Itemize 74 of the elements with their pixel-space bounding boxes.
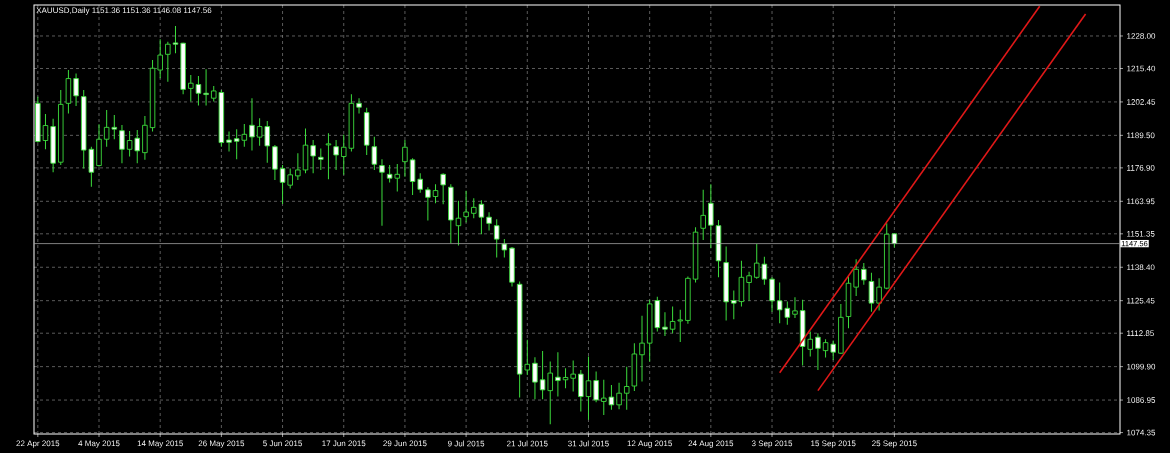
candlestick	[578, 369, 584, 413]
candlestick	[73, 72, 79, 107]
candlestick	[700, 189, 706, 241]
y-tick-label: 1189.50	[1127, 132, 1155, 139]
candlestick	[639, 315, 645, 383]
y-tick-label: 1086.95	[1127, 397, 1156, 403]
candlestick	[585, 356, 592, 421]
candlestick	[876, 277, 882, 312]
candlestick	[708, 183, 714, 249]
x-tick-label: 5 Jun 2015	[263, 440, 302, 447]
candlestick	[172, 25, 179, 54]
x-tick-label: 24 Aug 2015	[688, 440, 734, 448]
y-tick-label: 1074.35	[1127, 429, 1156, 436]
chart-title: XAUUSD,Daily 1151.36 1151.36 1146.08 1147.56	[36, 7, 212, 15]
candlestick	[157, 38, 163, 79]
x-tick-label: 25 Sep 2015	[872, 440, 917, 448]
candlestick	[769, 276, 775, 313]
candlestick	[861, 262, 867, 286]
x-tick-label: 29 Jun 2015	[383, 440, 427, 447]
candlestick	[463, 190, 469, 224]
candlestick	[165, 41, 171, 83]
x-tick-label: 9 Jul 2015	[448, 440, 485, 447]
candlestick	[42, 113, 49, 150]
candlestick	[432, 183, 439, 204]
x-tick-label: 26 May 2015	[198, 440, 245, 448]
candlestick	[746, 271, 752, 302]
y-tick-label: 1151.35	[1127, 231, 1155, 237]
x-tick-label: 3 Sep 2015	[751, 440, 793, 448]
candlestick	[501, 238, 508, 258]
x-tick-label: 12 Aug 2015	[627, 440, 672, 448]
candlestick	[440, 172, 446, 205]
y-tick-label: 1125.45	[1127, 297, 1155, 304]
x-tick-label: 15 Sep 2015	[811, 440, 856, 448]
candlestick	[226, 130, 232, 153]
candlestick	[616, 382, 622, 410]
candlestick	[815, 332, 821, 371]
candlestick	[356, 97, 362, 114]
x-tick-label: 31 Jul 2015	[568, 440, 609, 447]
x-tick-label: 22 Apr 2015	[16, 440, 60, 448]
y-tick-label: 1112.85	[1127, 330, 1154, 337]
candlestick	[318, 148, 324, 171]
candlestick	[486, 211, 492, 232]
candlestick	[333, 139, 339, 171]
candlestick	[662, 311, 668, 337]
y-tick-label: 1138.40	[1127, 264, 1155, 271]
y-tick-label: 1176.90	[1127, 165, 1155, 171]
y-tick-label: 1202.45	[1127, 99, 1156, 105]
candlestick	[868, 272, 875, 313]
candlestick	[792, 296, 798, 319]
candlestick	[249, 97, 255, 152]
candlestick	[402, 139, 408, 178]
candlestick	[493, 218, 500, 258]
candlestick	[555, 351, 561, 398]
candlestick	[532, 356, 538, 400]
candlestick	[295, 152, 301, 181]
y-tick-label: 1163.95	[1127, 198, 1155, 205]
x-tick-label: 17 Jun 2015	[322, 440, 366, 447]
candlestick	[593, 371, 599, 403]
candlestick	[853, 258, 859, 297]
x-tick-label: 21 Jul 2015	[507, 440, 548, 447]
y-tick-label: 1099.90	[1127, 363, 1156, 370]
candlestick	[310, 139, 316, 174]
candlestick	[371, 136, 378, 171]
candlestick	[425, 186, 431, 222]
candlestick	[379, 158, 385, 227]
candlestick	[272, 144, 278, 181]
x-tick-label: 4 May 2015	[78, 440, 120, 448]
candlestick	[570, 359, 576, 392]
candlestick	[203, 68, 209, 106]
candlestick	[119, 124, 125, 164]
candlestick	[325, 132, 332, 180]
y-tick-label: 1215.40	[1127, 65, 1156, 72]
x-tick-label: 14 May 2015	[137, 440, 183, 448]
y-tick-label: 1228.00	[1127, 33, 1156, 39]
